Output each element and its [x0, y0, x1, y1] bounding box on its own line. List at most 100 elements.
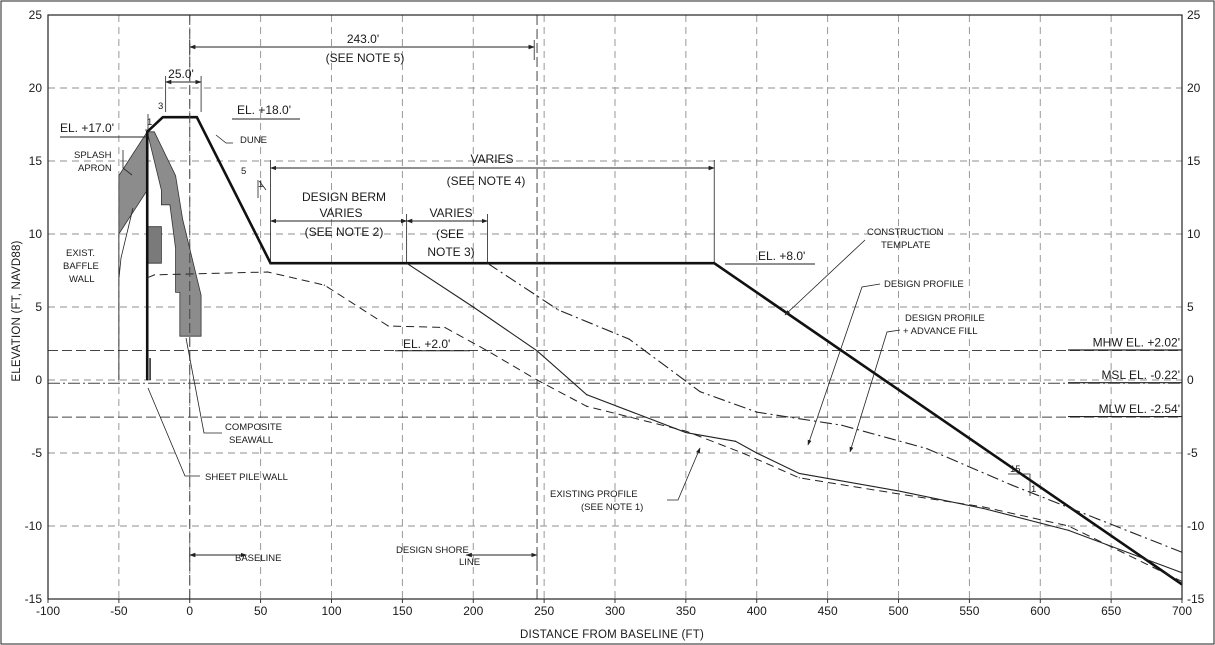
advance-fill-label-2: + ADVANCE FILL — [903, 326, 978, 337]
baffle-wall-shape — [146, 226, 162, 264]
see-note-4-label: (SEE NOTE 4) — [447, 174, 526, 188]
splash-apron-shape — [118, 130, 148, 236]
x-tick-label: 0 — [186, 604, 193, 618]
y-tick-label-left: 20 — [29, 81, 43, 95]
profile-vertex — [798, 472, 800, 475]
dimension-lines — [60, 15, 815, 599]
profile-vertex — [897, 490, 900, 492]
slope-3-triangle — [145, 114, 149, 131]
berm-varies-label: VARIES — [319, 206, 362, 220]
x-tick-label: -100 — [36, 604, 60, 618]
x-tick-label: 150 — [392, 604, 412, 618]
slope-5-leader — [259, 181, 267, 191]
tidal-level-label: MSL EL. -0.22' — [1101, 368, 1180, 382]
grid-layer — [48, 15, 1182, 599]
existing-profile-label-1: EXISTING PROFILE — [550, 489, 638, 500]
profile-lines — [145, 115, 1183, 586]
x-tick-label: 700 — [1172, 604, 1192, 618]
x-tick-label: 500 — [888, 604, 908, 618]
y-tick-label-left: 10 — [29, 227, 43, 241]
profile-vertex — [162, 116, 164, 118]
profile-vertex — [1068, 525, 1070, 527]
profile-vertex — [841, 424, 843, 426]
profile-vertex — [628, 338, 630, 340]
tick-labels: -100 -50 0 50 100 150 200 250 300 350 400 450 500 550… — [25, 8, 1205, 618]
y-tick-label-left: -10 — [25, 519, 43, 533]
y-tick-label-left: 25 — [29, 8, 43, 22]
design-profile-leader — [807, 283, 881, 446]
y-tick-label-left: -5 — [31, 446, 42, 460]
x-tick-label: 450 — [818, 604, 838, 618]
see-note-5-label: (SEE NOTE 5) — [326, 51, 405, 65]
el-18-label: EL. +18.0' — [237, 103, 291, 117]
slope-15-triangle — [1008, 473, 1031, 496]
baffle-wall-leader — [118, 207, 134, 279]
profile-vertex — [444, 326, 446, 329]
profile-vertex — [798, 477, 800, 479]
varies-3-label: VARIES — [429, 206, 472, 220]
sheet-pile-leader — [147, 387, 200, 477]
leader-lines — [118, 114, 1031, 501]
profile-vertex — [146, 131, 148, 133]
profile-vertex — [756, 452, 758, 454]
x-tick-label: -50 — [110, 604, 128, 618]
profile-vertex — [1096, 518, 1098, 520]
y-tick-label-left: -15 — [25, 592, 43, 606]
x-tick-label: 250 — [534, 604, 554, 618]
see-note-3b-label: NOTE 3) — [427, 245, 474, 259]
baseline-label: BASELINE — [235, 553, 281, 564]
exist-baffle-label-3: WALL — [69, 274, 95, 285]
profile-vertex — [685, 430, 687, 432]
see-note-3a-label: (SEE — [436, 227, 464, 241]
plot-frame — [47, 14, 1183, 600]
slope-3-label: 3 — [158, 101, 163, 112]
existing-profile-leader — [667, 447, 701, 501]
composite-seawall-leader — [185, 337, 222, 434]
splash-apron-leader — [122, 150, 133, 176]
profile-vertex — [196, 116, 198, 118]
composite-seawall-label-2: SEAWALL — [229, 435, 273, 446]
x-tick-label: 650 — [1101, 604, 1121, 618]
profile-vertex — [586, 394, 588, 396]
design-shore-label-1: DESIGN SHORE — [396, 545, 469, 556]
slope-1a-label: 1 — [147, 117, 152, 128]
profile-vertex — [1011, 484, 1013, 486]
sheet-pile-wall-label: SHEET PILE WALL — [205, 472, 288, 483]
profile-vertex — [713, 262, 715, 264]
slope-5-label: 5 — [241, 166, 246, 177]
see-note-2-label: (SEE NOTE 2) — [305, 225, 384, 239]
profile-vertex — [1068, 529, 1070, 531]
advance-fill-leader — [849, 329, 901, 453]
profile-vertex — [557, 309, 559, 311]
composite-seawall-label-1: COMPOSITE — [225, 422, 282, 433]
profile-vertex — [486, 350, 489, 352]
y-tick-label-right: -5 — [1187, 446, 1198, 460]
profile-vertex — [146, 277, 148, 279]
composite-seawall-shape — [146, 131, 202, 337]
dim-25-label: 25.0' — [168, 67, 194, 81]
y-tick-label-left: 15 — [29, 154, 43, 168]
reference-lines: MHW EL. +2.02' MSL EL. -0.22' MLW EL. -2.5… — [48, 336, 1182, 418]
design-berm-label: DESIGN BERM — [302, 190, 386, 204]
construction-template-label-1: CONSTRUCTION — [867, 227, 944, 238]
profile-vertex — [269, 262, 272, 264]
y-tick-label-right: 10 — [1187, 227, 1201, 241]
profile-vertex — [146, 379, 148, 381]
profile-vertex — [741, 452, 744, 454]
advance-fill-label-1: DESIGN PROFILE — [905, 313, 985, 324]
profile-vertex — [586, 405, 588, 407]
profile-vertex — [153, 274, 155, 276]
profile-vertex — [982, 507, 985, 510]
el-17-label: EL. +17.0' — [60, 121, 114, 135]
profile-series-2 — [147, 271, 1183, 582]
el-8-label: EL. +8.0' — [758, 249, 805, 263]
splash-apron-label-1: SPLASH — [74, 150, 112, 161]
profile-vertex — [734, 440, 737, 442]
profile-vertex — [406, 262, 408, 264]
x-tick-label: 200 — [463, 604, 483, 618]
profile-vertex — [472, 306, 474, 308]
y-tick-label-right: 25 — [1187, 8, 1201, 22]
seawall-structures — [118, 130, 202, 380]
varies-top-label: VARIES — [470, 152, 513, 166]
